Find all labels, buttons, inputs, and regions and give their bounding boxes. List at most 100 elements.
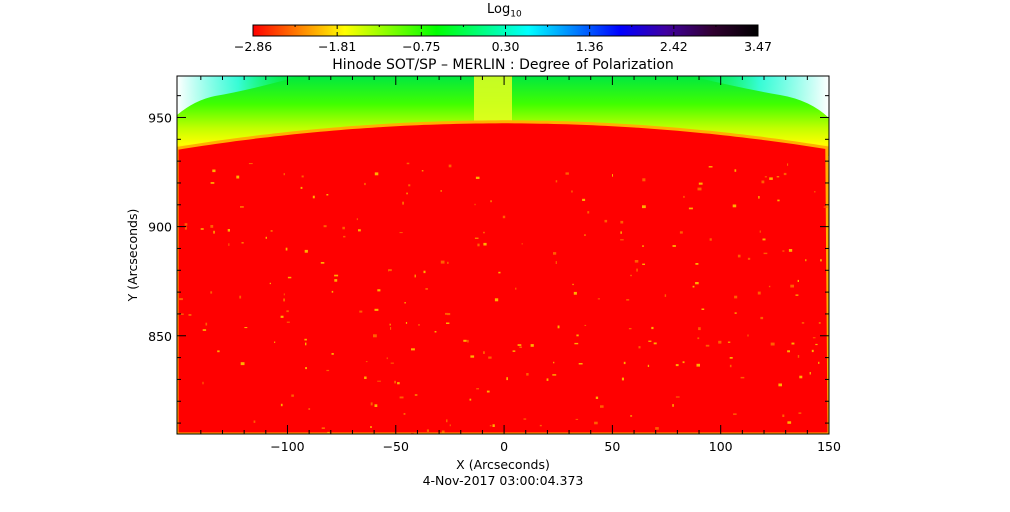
bright-point [799,375,803,379]
bright-point [373,334,377,338]
bright-point [620,220,624,224]
bright-point [210,182,215,184]
bright-point [359,310,363,313]
bright-point [502,215,506,219]
bright-point [647,364,650,367]
bright-point [565,172,569,175]
bright-point [446,313,451,316]
bright-point [672,245,676,247]
bright-point [574,342,579,345]
bright-point [326,369,330,372]
bright-point [411,432,414,434]
bright-point [737,254,741,258]
bright-point [441,430,445,433]
bright-point [763,252,768,255]
bright-point [283,293,285,296]
bright-point [734,312,737,314]
bright-point [578,363,583,365]
colorbar-label: Log10 [487,2,522,20]
bright-point [287,276,292,279]
bright-point [304,249,308,253]
bright-point [321,427,325,429]
corner-right-saturation [690,76,829,118]
bright-point [697,337,700,340]
bright-point [621,377,624,381]
bright-point [801,322,805,324]
bright-point [408,184,411,187]
bright-point [248,163,253,165]
bright-point [394,380,396,384]
bright-point [405,322,408,324]
bright-point [477,243,480,247]
bright-point [655,427,659,430]
bright-point [406,192,408,195]
y-tick-label: 850 [148,329,172,344]
colorbar-tick-label: −1.81 [318,39,356,54]
y-axis-label: Y (Arcseconds) [125,209,140,303]
bright-point [539,424,542,427]
bright-point [814,191,816,193]
bright-point [212,169,216,173]
bright-point [595,396,599,399]
bright-point [440,260,445,264]
bright-point [623,361,626,365]
bright-point [184,226,187,230]
bright-point [331,353,334,355]
bright-point [760,316,764,320]
bright-point [519,346,522,348]
bright-point [555,180,558,183]
bright-point [733,413,737,415]
bright-point [300,186,303,189]
bright-point [546,378,549,381]
bright-point [782,250,785,252]
bright-point [776,176,780,178]
off-limb-column [474,76,512,126]
bright-point [634,260,639,263]
bright-point [470,355,475,358]
bright-point [202,381,204,385]
bright-point [758,196,760,199]
colorbar-tick-label: 2.42 [660,39,688,54]
bright-point [469,398,472,401]
bright-point [788,249,793,252]
bright-point [403,413,406,415]
bright-point [286,321,290,323]
bright-point [620,231,622,234]
limb-edge [177,120,829,434]
bright-point [474,203,476,206]
bright-point [488,356,492,359]
bright-point [675,396,680,398]
bright-point [701,308,705,310]
bright-point [582,198,586,201]
bright-point [240,206,244,208]
bright-point [374,172,379,176]
bright-point [604,219,608,223]
bright-point [423,270,426,274]
colorbar-tick-label: 1.36 [576,39,604,54]
bright-point [320,262,325,264]
x-tick-label: −100 [270,439,304,454]
bright-point [768,285,771,288]
bright-point [305,367,307,370]
bright-point [653,342,657,345]
bright-point [782,414,785,417]
bright-point [812,337,816,339]
bright-point [374,308,379,311]
bright-point [636,268,638,272]
bright-point [236,175,240,179]
bright-point [489,425,492,427]
x-tick-label: 0 [500,439,508,454]
bright-point [467,339,469,343]
bright-point [620,239,624,241]
bright-point [759,230,761,233]
bright-point [364,182,366,186]
bright-point [370,426,372,428]
bright-points [179,162,828,434]
bright-point [463,339,467,342]
bright-point [475,176,480,179]
bright-point [705,344,710,347]
bright-point [425,288,428,290]
bright-point [440,190,442,192]
bright-point [727,341,731,343]
bright-point [446,419,448,423]
